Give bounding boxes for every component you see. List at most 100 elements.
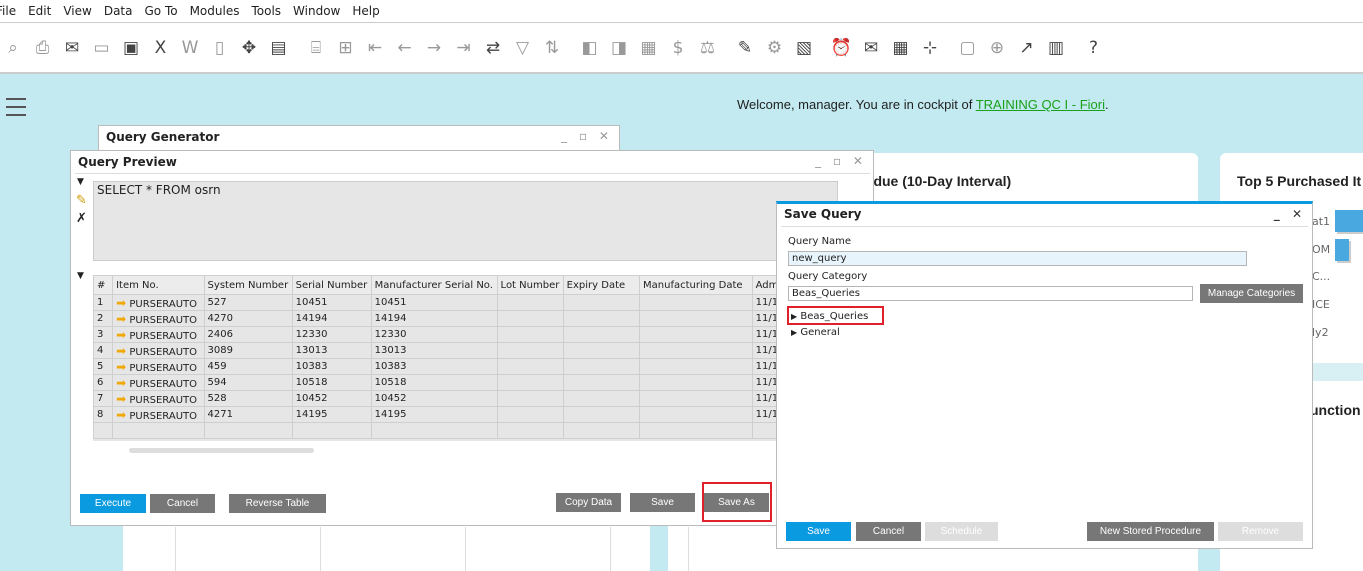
link-arrow-icon[interactable]: ➡ [116,295,127,310]
table-cell[interactable]: 11/11/13 [751,310,777,327]
table-cell[interactable]: ➡ PURSERAUTO [112,374,205,391]
filter-icon[interactable]: ▽ [515,37,530,58]
table-cell[interactable] [639,406,753,423]
column-header[interactable]: # [93,275,114,295]
collapse-icon[interactable]: ▼ [77,177,84,187]
link-arrow-icon[interactable]: ➡ [116,359,127,374]
column-header[interactable]: Admission [751,275,777,295]
sort-icon[interactable]: ⇅ [544,37,560,58]
balance-icon[interactable]: ⚖ [699,37,716,58]
window-controls[interactable]: _ ▫ ✕ [561,129,613,143]
base-document-icon[interactable]: ◧ [581,37,598,58]
remove-button[interactable]: Remove [1218,522,1303,541]
target-document-icon[interactable]: ◨ [610,37,628,58]
table-cell[interactable] [496,390,564,407]
table-cell[interactable]: 3089 [203,342,293,359]
pencil-icon[interactable]: ✎ [76,193,87,208]
email-icon[interactable]: ✉ [64,37,80,58]
table-cell[interactable] [562,358,641,375]
table-cell[interactable]: 7 [93,390,114,407]
table-cell[interactable] [639,374,753,391]
chart-icon[interactable]: ↗ [1019,37,1034,58]
table-cell[interactable] [639,342,753,359]
save-as-button[interactable]: Save As [704,493,769,512]
tree-item-general[interactable]: ▶ General [791,327,840,338]
cancel-button[interactable]: Cancel [856,522,921,541]
table-cell[interactable]: 528 [203,390,293,407]
table-cell[interactable] [496,358,564,375]
table-cell[interactable]: 14194 [370,310,498,327]
table-cell[interactable]: 11/11/13 [751,294,777,311]
table-cell[interactable]: 10451 [370,294,498,311]
menu-data[interactable]: Data [103,4,133,18]
table-cell[interactable]: 10383 [370,358,498,375]
column-header[interactable]: Manufacturer Serial No. [370,275,498,295]
table-cell[interactable]: 459 [203,358,293,375]
menu-view[interactable]: View [63,4,92,18]
menu-window[interactable]: Window [293,4,341,18]
schedule-button[interactable]: Schedule [925,522,998,541]
link-arrow-icon[interactable]: ➡ [116,327,127,342]
table-cell[interactable]: ➡ PURSERAUTO [112,326,205,343]
table-cell[interactable]: 14194 [291,310,372,327]
table-cell[interactable]: 6 [93,374,114,391]
settings-icon[interactable]: ⚙ [766,37,783,58]
next-record-icon[interactable]: → [426,37,442,58]
collapse-results-icon[interactable]: ▼ [77,271,84,281]
table-cell[interactable]: 527 [203,294,293,311]
table-cell[interactable]: ➡ PURSERAUTO [112,406,205,423]
table-cell[interactable] [639,294,753,311]
table-cell[interactable] [639,310,753,327]
table-cell[interactable]: 10452 [370,390,498,407]
print-icon[interactable]: ⎙ [35,37,50,58]
first-record-icon[interactable]: ⇤ [367,37,383,58]
cancel-button[interactable]: Cancel [150,494,215,513]
query-name-input[interactable]: new_query [788,251,1247,266]
find-icon[interactable]: ⌸ [310,37,322,58]
add-widget-icon[interactable]: ⊕ [989,37,1005,58]
column-header[interactable]: System Number [203,275,293,295]
table-cell[interactable]: 11/11/13 [751,326,777,343]
preview-icon[interactable]: ⌕ [8,37,18,58]
table-cell[interactable] [562,390,641,407]
column-header[interactable]: Lot Number [496,275,564,295]
help-icon[interactable]: ? [1088,37,1099,58]
table-cell[interactable]: ➡ PURSERAUTO [112,294,205,311]
table-cell[interactable]: 11/11/13 [751,390,777,407]
table-cell[interactable] [562,342,641,359]
cockpit-link[interactable]: TRAINING QC I - Fiori [975,97,1105,112]
sql-editor[interactable]: SELECT * FROM osrn [93,181,838,261]
table-cell[interactable]: 11/11/13 [751,406,777,423]
table-cell[interactable]: 10383 [291,358,372,375]
table-cell[interactable]: 10518 [370,374,498,391]
table-cell[interactable] [496,374,564,391]
expand-icon[interactable]: ▶ [791,328,798,337]
refresh-icon[interactable]: ⇄ [485,37,501,58]
query-category-input[interactable]: Beas_Queries [788,286,1193,301]
excel-icon[interactable]: X [154,37,167,58]
column-header[interactable]: Item No. [112,275,205,295]
edit-icon[interactable]: ✎ [737,37,753,58]
table-cell[interactable]: 4270 [203,310,293,327]
table-cell[interactable]: 3 [93,326,114,343]
table-cell[interactable]: 2 [93,310,114,327]
table-cell[interactable]: 11/11/13 [751,342,777,359]
table-cell[interactable]: 13013 [370,342,498,359]
menu-help[interactable]: Help [352,4,380,18]
link-arrow-icon[interactable]: ➡ [116,343,127,358]
menu-tools[interactable]: Tools [251,4,282,18]
table-cell[interactable]: 4 [93,342,114,359]
copy-data-button[interactable]: Copy Data [556,493,621,512]
table-cell[interactable]: ➡ PURSERAUTO [112,342,205,359]
word-icon[interactable]: W [181,37,199,58]
link-arrow-icon[interactable]: ➡ [116,391,127,406]
column-header[interactable]: Expiry Date [562,275,641,295]
table-cell[interactable] [562,406,641,423]
table-cell[interactable]: 13013 [291,342,372,359]
currency-icon[interactable]: $ [672,37,684,58]
